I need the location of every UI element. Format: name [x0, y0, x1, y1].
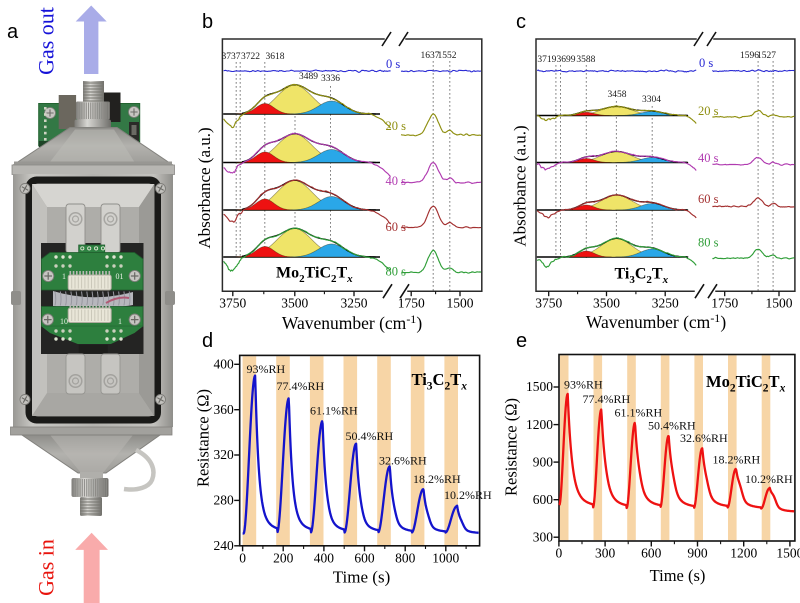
svg-text:80 s: 80 s: [386, 265, 407, 279]
svg-text:1200: 1200: [730, 546, 757, 561]
svg-text:Absorbance (a.u.): Absorbance (a.u.): [195, 127, 214, 248]
svg-text:3250: 3250: [652, 296, 679, 311]
svg-text:50.4%RH: 50.4%RH: [346, 429, 394, 443]
svg-text:93%RH: 93%RH: [564, 378, 603, 392]
svg-text:40 s: 40 s: [698, 151, 719, 165]
svg-text:Mo2​TiC2​Tx​: Mo2​TiC2​Tx​: [706, 372, 786, 395]
svg-text:1: 1: [118, 317, 122, 326]
svg-text:1750: 1750: [398, 296, 425, 311]
svg-text:900: 900: [687, 546, 708, 561]
svg-text:1: 1: [62, 272, 66, 281]
svg-text:e: e: [516, 330, 527, 352]
svg-text:c: c: [516, 11, 526, 33]
svg-text:0 s: 0 s: [386, 57, 400, 71]
svg-text:Mo2​TiC2​Tx​: Mo2​TiC2​Tx​: [276, 265, 353, 286]
svg-text:01: 01: [116, 272, 124, 281]
svg-text:60 s: 60 s: [698, 192, 719, 206]
svg-text:1596: 1596: [740, 51, 759, 61]
svg-text:b: b: [202, 11, 213, 33]
svg-text:300: 300: [595, 546, 616, 561]
svg-text:240: 240: [213, 538, 234, 553]
svg-text:3458: 3458: [608, 90, 627, 100]
svg-text:3719: 3719: [537, 55, 556, 65]
svg-text:3250: 3250: [341, 296, 368, 311]
svg-text:3699: 3699: [557, 55, 576, 65]
svg-text:800: 800: [395, 550, 416, 565]
svg-text:600: 600: [354, 550, 375, 565]
svg-text:0: 0: [556, 546, 563, 561]
svg-text:Absorbance (a.u.): Absorbance (a.u.): [511, 125, 530, 246]
svg-text:1500: 1500: [526, 379, 553, 394]
svg-text:d: d: [202, 330, 213, 352]
svg-text:280: 280: [213, 493, 234, 508]
svg-text:10.2%RH: 10.2%RH: [444, 488, 492, 502]
svg-text:0: 0: [239, 550, 246, 565]
svg-text:1750: 1750: [711, 296, 738, 311]
svg-text:3304: 3304: [642, 95, 661, 105]
svg-text:1000: 1000: [432, 550, 459, 565]
svg-text:10.2%RH: 10.2%RH: [745, 472, 793, 486]
svg-text:18.2%RH: 18.2%RH: [713, 453, 761, 467]
svg-text:10: 10: [60, 317, 68, 326]
svg-text:77.4%RH: 77.4%RH: [277, 379, 325, 393]
svg-text:3500: 3500: [593, 296, 620, 311]
svg-text:400: 400: [314, 550, 335, 565]
svg-text:600: 600: [533, 492, 554, 507]
svg-text:1200: 1200: [526, 417, 553, 432]
svg-text:50.4%RH: 50.4%RH: [648, 419, 696, 433]
svg-text:3750: 3750: [219, 296, 246, 311]
svg-text:40 s: 40 s: [386, 174, 407, 188]
svg-text:32.6%RH: 32.6%RH: [680, 431, 728, 445]
svg-text:Gas out: Gas out: [34, 7, 59, 75]
svg-text:Gas in: Gas in: [34, 539, 59, 596]
svg-text:61.1%RH: 61.1%RH: [310, 404, 358, 418]
svg-text:1500: 1500: [766, 296, 793, 311]
svg-text:18.2%RH: 18.2%RH: [413, 472, 461, 486]
svg-text:32.6%RH: 32.6%RH: [379, 454, 427, 468]
svg-text:a: a: [7, 21, 19, 43]
svg-text:1500: 1500: [447, 296, 474, 311]
svg-text:0 s: 0 s: [699, 56, 713, 70]
svg-text:300: 300: [533, 529, 554, 544]
svg-text:20 s: 20 s: [698, 104, 719, 118]
svg-text:Wavenumber (cm-1): Wavenumber (cm-1): [586, 311, 726, 332]
svg-text:77.4%RH: 77.4%RH: [583, 392, 631, 406]
svg-text:Ti3​C2​Tx​: Ti3​C2​Tx​: [615, 266, 669, 287]
svg-text:600: 600: [641, 546, 662, 561]
svg-text:200: 200: [273, 550, 294, 565]
svg-text:3737: 3737: [222, 52, 241, 62]
svg-text:20 s: 20 s: [386, 119, 407, 133]
svg-text:Wavenumber (cm-1): Wavenumber (cm-1): [282, 312, 422, 333]
svg-text:3500: 3500: [281, 296, 308, 311]
svg-text:320: 320: [213, 447, 234, 462]
svg-text:1637: 1637: [421, 51, 440, 61]
svg-text:3750: 3750: [535, 296, 562, 311]
svg-text:3489: 3489: [299, 72, 318, 82]
svg-text:Ti3​C2​Tx​: Ti3​C2​Tx​: [412, 370, 468, 393]
svg-text:1527: 1527: [757, 51, 776, 61]
svg-text:900: 900: [533, 454, 554, 469]
svg-text:1552: 1552: [438, 51, 457, 61]
svg-text:400: 400: [213, 357, 234, 372]
svg-text:3618: 3618: [266, 52, 285, 62]
svg-text:Resistance (Ω): Resistance (Ω): [502, 398, 521, 496]
svg-text:80 s: 80 s: [698, 236, 719, 250]
svg-text:Time (s): Time (s): [333, 568, 390, 587]
svg-text:93%RH: 93%RH: [247, 362, 286, 376]
svg-text:360: 360: [213, 402, 234, 417]
svg-text:3336: 3336: [321, 74, 340, 84]
svg-text:61.1%RH: 61.1%RH: [615, 406, 663, 420]
svg-text:3588: 3588: [576, 55, 595, 65]
svg-text:3722: 3722: [241, 52, 260, 62]
svg-text:Resistance (Ω): Resistance (Ω): [194, 389, 213, 487]
svg-text:Time (s): Time (s): [650, 566, 706, 585]
svg-text:1500: 1500: [776, 546, 800, 561]
